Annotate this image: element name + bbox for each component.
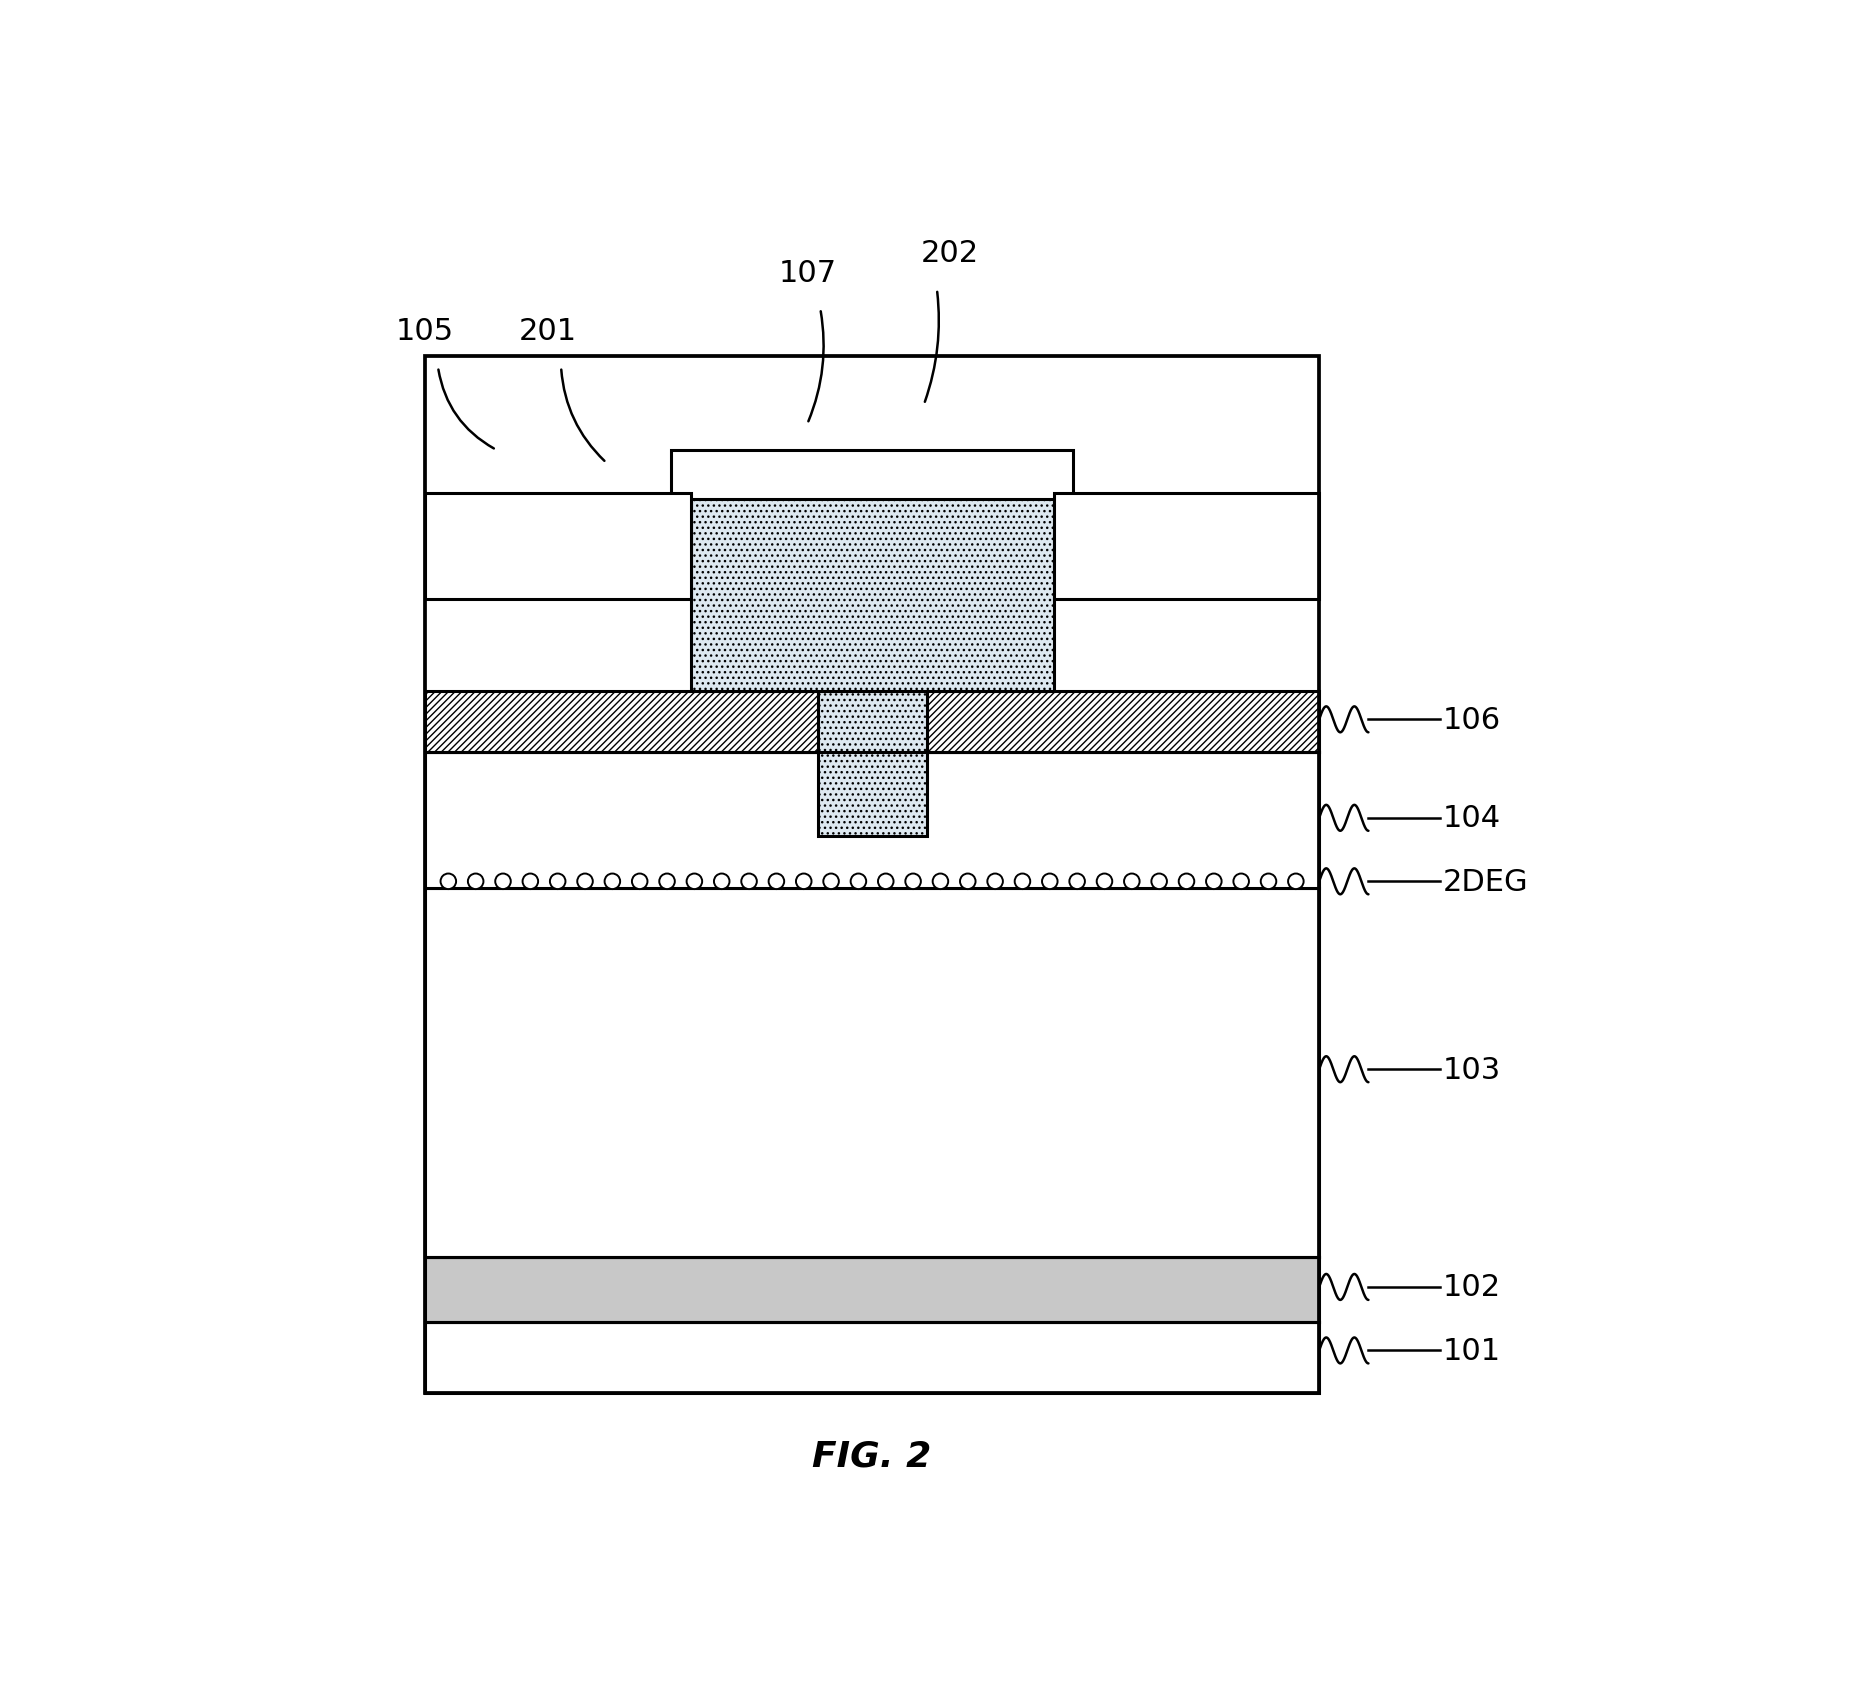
FancyArrowPatch shape <box>439 370 494 449</box>
Circle shape <box>440 875 455 890</box>
Bar <box>690 493 1054 691</box>
Circle shape <box>797 875 812 890</box>
Circle shape <box>741 875 758 890</box>
Circle shape <box>1041 875 1058 890</box>
Circle shape <box>1123 875 1140 890</box>
Bar <box>425 1322 1319 1393</box>
Text: 107: 107 <box>778 259 836 288</box>
Circle shape <box>1097 875 1112 890</box>
Bar <box>425 493 690 599</box>
Text: 105: 105 <box>396 316 453 346</box>
Circle shape <box>987 875 1002 890</box>
Circle shape <box>823 875 840 890</box>
Bar <box>425 357 1319 1393</box>
Circle shape <box>905 875 922 890</box>
Text: 103: 103 <box>1442 1055 1500 1085</box>
Circle shape <box>769 875 784 890</box>
Circle shape <box>577 875 593 890</box>
Circle shape <box>550 875 565 890</box>
Circle shape <box>1261 875 1276 890</box>
Circle shape <box>1233 875 1248 890</box>
FancyArrowPatch shape <box>926 293 939 402</box>
Circle shape <box>633 875 648 890</box>
Circle shape <box>1288 875 1304 890</box>
Bar <box>927 691 1319 752</box>
Circle shape <box>933 875 948 890</box>
Circle shape <box>1151 875 1166 890</box>
Text: FIG. 2: FIG. 2 <box>812 1438 931 1472</box>
Circle shape <box>522 875 537 890</box>
Text: 102: 102 <box>1442 1273 1500 1302</box>
Circle shape <box>605 875 620 890</box>
Text: 201: 201 <box>519 316 577 346</box>
FancyArrowPatch shape <box>562 370 605 461</box>
Circle shape <box>959 875 976 890</box>
Circle shape <box>659 875 675 890</box>
Bar <box>672 451 1073 500</box>
Bar <box>425 752 1319 888</box>
Bar <box>1054 493 1319 599</box>
Bar <box>425 1258 1319 1322</box>
Bar <box>425 888 1319 1258</box>
Circle shape <box>1069 875 1084 890</box>
Circle shape <box>879 875 894 890</box>
Circle shape <box>494 875 511 890</box>
Circle shape <box>687 875 702 890</box>
Text: 104: 104 <box>1442 804 1500 833</box>
Circle shape <box>715 875 730 890</box>
Bar <box>425 691 817 752</box>
Circle shape <box>851 875 866 890</box>
Text: 202: 202 <box>920 239 980 267</box>
Circle shape <box>1179 875 1194 890</box>
FancyArrowPatch shape <box>808 313 823 422</box>
Text: 101: 101 <box>1442 1336 1500 1366</box>
Circle shape <box>1015 875 1030 890</box>
Text: 106: 106 <box>1442 705 1500 735</box>
Bar <box>817 691 927 836</box>
Text: 2DEG: 2DEG <box>1442 868 1528 897</box>
Circle shape <box>1205 875 1222 890</box>
Circle shape <box>468 875 483 890</box>
